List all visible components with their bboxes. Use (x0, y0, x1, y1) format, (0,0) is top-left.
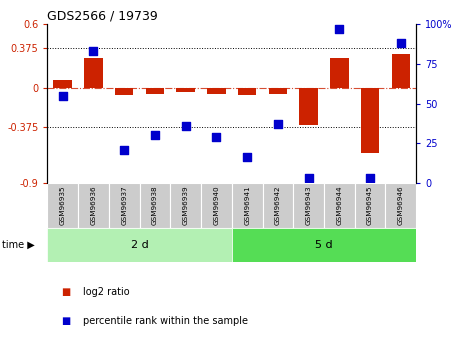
Bar (330, 58, 349, 88)
Text: GSM96936: GSM96936 (90, 186, 96, 225)
Point (274, 121, 282, 127)
Text: 2 d: 2 d (131, 240, 149, 250)
Bar (47, 228, 232, 262)
Text: GSM96938: GSM96938 (152, 186, 158, 225)
Point (90, 48, 97, 54)
Bar (385, 183, 416, 228)
Point (366, 175, 374, 181)
Point (120, 147, 128, 152)
Bar (53, 80, 72, 88)
Text: GSM96944: GSM96944 (336, 186, 342, 225)
Bar (361, 88, 379, 153)
Bar (232, 228, 416, 262)
Point (59, 93, 66, 98)
Point (243, 155, 251, 160)
Text: GSM96942: GSM96942 (275, 186, 281, 225)
Text: GSM96941: GSM96941 (244, 186, 250, 225)
Point (182, 123, 189, 128)
Bar (232, 183, 263, 228)
Text: GSM96945: GSM96945 (367, 186, 373, 225)
Text: GSM96946: GSM96946 (398, 186, 404, 225)
Bar (324, 183, 355, 228)
Bar (293, 183, 324, 228)
Point (151, 132, 159, 138)
Bar (115, 88, 133, 95)
Text: GDS2566 / 19739: GDS2566 / 19739 (47, 10, 158, 23)
Text: time ▶: time ▶ (2, 240, 35, 250)
Text: GSM96940: GSM96940 (213, 186, 219, 225)
Point (213, 134, 220, 140)
Text: percentile rank within the sample: percentile rank within the sample (83, 316, 248, 326)
Bar (238, 88, 256, 95)
Bar (269, 88, 287, 94)
Bar (201, 183, 232, 228)
Text: ■: ■ (61, 287, 71, 296)
Bar (84, 58, 103, 88)
Text: GSM96943: GSM96943 (306, 186, 312, 225)
Text: GSM96937: GSM96937 (121, 186, 127, 225)
Bar (146, 88, 164, 94)
Point (397, 40, 405, 46)
Bar (109, 183, 140, 228)
Bar (263, 183, 293, 228)
Text: GSM96939: GSM96939 (183, 186, 189, 225)
Bar (78, 183, 109, 228)
Bar (299, 88, 318, 125)
Bar (47, 183, 78, 228)
Bar (355, 183, 385, 228)
Bar (207, 88, 226, 94)
Point (305, 175, 312, 181)
Text: ■: ■ (61, 316, 71, 326)
Bar (392, 54, 410, 88)
Bar (140, 183, 170, 228)
Text: GSM96935: GSM96935 (60, 186, 66, 225)
Text: 5 d: 5 d (315, 240, 333, 250)
Bar (170, 183, 201, 228)
Point (336, 26, 343, 32)
Bar (176, 88, 195, 92)
Text: log2 ratio: log2 ratio (83, 287, 130, 296)
